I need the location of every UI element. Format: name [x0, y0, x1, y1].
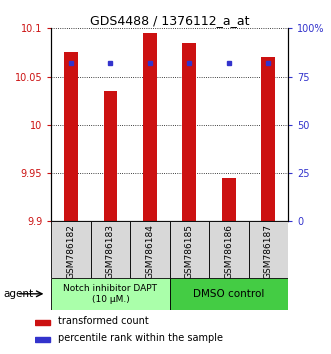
Bar	[35, 320, 50, 325]
Title: GDS4488 / 1376112_a_at: GDS4488 / 1376112_a_at	[90, 14, 249, 27]
FancyBboxPatch shape	[209, 221, 249, 278]
Bar	[143, 33, 157, 221]
Text: GSM786185: GSM786185	[185, 224, 194, 279]
Bar	[104, 91, 118, 221]
Text: agent: agent	[3, 289, 33, 299]
Bar	[182, 43, 196, 221]
Bar	[261, 57, 275, 221]
FancyBboxPatch shape	[51, 278, 169, 310]
Text: Notch inhibitor DAPT
(10 μM.): Notch inhibitor DAPT (10 μM.)	[64, 284, 158, 303]
Text: percentile rank within the sample: percentile rank within the sample	[58, 333, 222, 343]
FancyBboxPatch shape	[249, 221, 288, 278]
Text: GSM786183: GSM786183	[106, 224, 115, 279]
Text: transformed count: transformed count	[58, 316, 148, 326]
FancyBboxPatch shape	[51, 221, 91, 278]
FancyBboxPatch shape	[91, 221, 130, 278]
Bar	[64, 52, 78, 221]
FancyBboxPatch shape	[169, 278, 288, 310]
Text: GSM786182: GSM786182	[67, 224, 75, 279]
Bar	[222, 178, 236, 221]
Text: GSM786186: GSM786186	[224, 224, 233, 279]
Text: GSM786187: GSM786187	[264, 224, 273, 279]
Text: DMSO control: DMSO control	[193, 289, 264, 299]
FancyBboxPatch shape	[130, 221, 169, 278]
Text: GSM786184: GSM786184	[145, 224, 155, 279]
FancyBboxPatch shape	[169, 221, 209, 278]
Bar	[35, 337, 50, 342]
